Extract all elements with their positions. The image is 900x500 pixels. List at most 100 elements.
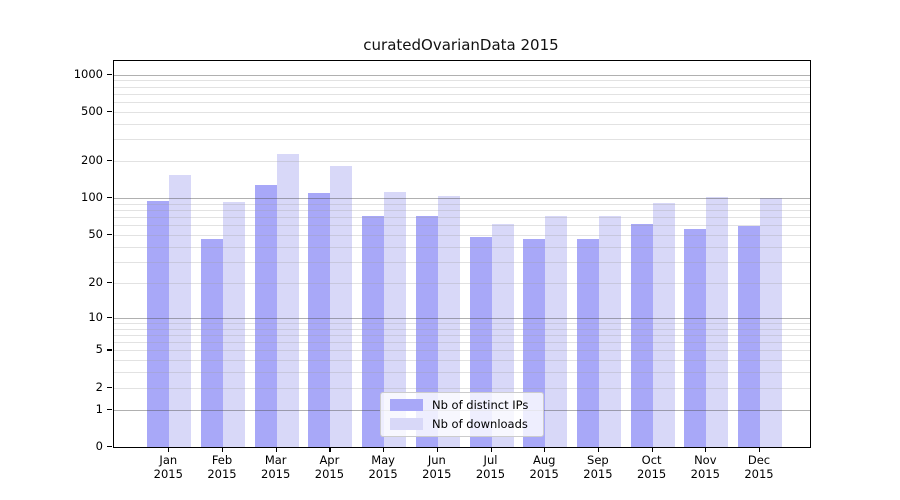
legend-swatch-downloads-icon (390, 418, 423, 430)
x-tick-year: 2015 (529, 466, 559, 481)
x-tick-month: Dec (747, 453, 771, 467)
x-tick-sep (597, 447, 600, 452)
chart-title: curatedOvarianData 2015 (363, 36, 559, 54)
y-tick-1000 (107, 73, 112, 75)
y-tick-20 (107, 281, 112, 284)
x-tick-year: 2015 (583, 466, 613, 481)
bar-jun-downloads (437, 195, 460, 447)
legend-label-distinct-ips: Nb of distinct IPs (432, 398, 529, 412)
y-tick-50 (107, 234, 112, 236)
bars-layer (114, 61, 810, 447)
legend-swatch-distinct-ips-icon (390, 399, 423, 411)
legend-item-distinct-ips: Nb of distinct IPs (390, 399, 534, 411)
y-tick-label-1: 1 (95, 401, 103, 416)
bar-dec-downloads (760, 198, 782, 447)
x-tick-jun (436, 447, 438, 452)
bar-apr-downloads (330, 166, 353, 447)
y-tick-0 (107, 446, 112, 448)
bar-jan-downloads (169, 174, 192, 447)
x-tick-year: 2015 (314, 466, 345, 481)
bar-nov-distinct-ips (684, 229, 707, 447)
x-tick-label-aug: Aug 2015 (517, 453, 571, 481)
y-tick-1 (107, 408, 112, 410)
plot-area (113, 60, 811, 448)
x-tick-feb (222, 447, 224, 452)
y-tick-200 (107, 160, 112, 162)
x-tick-label-nov: Nov 2015 (678, 453, 732, 481)
x-tick-month: Aug (532, 453, 556, 467)
y-tick-label-1000: 1000 (73, 66, 103, 81)
bar-jan-distinct-ips (147, 200, 170, 447)
bar-jul-downloads (491, 223, 514, 447)
bar-feb-distinct-ips (201, 239, 223, 447)
bar-oct-distinct-ips (630, 223, 653, 447)
x-tick-label-jun: Jun 2015 (410, 453, 464, 481)
y-tick-5 (107, 349, 112, 351)
x-tick-year: 2015 (368, 466, 398, 481)
x-tick-month: May (371, 453, 395, 467)
bar-nov-downloads (706, 197, 729, 447)
x-tick-month: Jul (483, 453, 498, 467)
x-tick-year: 2015 (422, 466, 452, 481)
x-tick-jul (490, 447, 492, 452)
x-tick-label-oct: Oct 2015 (625, 453, 679, 481)
x-tick-label-may: May 2015 (356, 453, 410, 481)
x-tick-month: Oct (641, 453, 662, 467)
y-tick-label-5: 5 (95, 342, 103, 357)
x-tick-year: 2015 (744, 466, 774, 481)
bar-may-distinct-ips (362, 215, 385, 447)
x-tick-label-dec: Dec 2015 (732, 453, 786, 481)
x-tick-label-apr: Apr 2015 (302, 453, 356, 481)
x-tick-oct (651, 447, 653, 452)
x-tick-jan (168, 447, 170, 452)
x-tick-may (383, 447, 385, 452)
legend: Nb of distinct IPs Nb of downloads (380, 392, 544, 437)
x-tick-year: 2015 (261, 466, 291, 481)
y-tick-label-200: 200 (81, 153, 103, 168)
x-tick-nov (705, 447, 707, 452)
x-tick-dec (759, 447, 761, 452)
bar-aug-downloads (545, 216, 568, 447)
x-tick-month: Mar (264, 453, 287, 467)
y-tick-label-10: 10 (88, 309, 103, 324)
bar-may-downloads (384, 191, 407, 447)
bar-mar-downloads (276, 154, 299, 447)
y-tick-label-2: 2 (95, 379, 103, 394)
bar-apr-distinct-ips (308, 192, 331, 447)
y-tick-label-50: 50 (88, 227, 103, 241)
bar-sep-distinct-ips (576, 239, 599, 447)
x-tick-label-jul: Jul 2015 (464, 453, 518, 481)
y-tick-100 (107, 197, 112, 199)
x-tick-year: 2015 (475, 466, 506, 481)
x-tick-label-mar: Mar 2015 (249, 453, 303, 481)
x-tick-label-sep: Sep 2015 (571, 453, 625, 481)
bar-sep-downloads (598, 215, 621, 447)
x-tick-aug (544, 447, 546, 452)
x-tick-year: 2015 (207, 466, 237, 481)
x-tick-month: Nov (694, 453, 717, 467)
x-tick-year: 2015 (636, 466, 667, 481)
x-tick-mar (275, 447, 277, 452)
y-tick-label-100: 100 (81, 190, 103, 205)
bar-jun-distinct-ips (415, 215, 438, 447)
x-tick-month: Apr (319, 453, 340, 467)
x-tick-month: Feb (211, 453, 233, 467)
bar-mar-distinct-ips (254, 184, 277, 447)
x-tick-year: 2015 (690, 466, 720, 481)
y-tick-label-500: 500 (81, 103, 103, 118)
y-tick-500 (107, 110, 112, 112)
y-tick-label-20: 20 (88, 274, 103, 289)
y-tick-2 (107, 386, 112, 388)
x-tick-month: Jan (159, 453, 178, 467)
y-tick-label-0: 0 (95, 439, 103, 453)
y-tick-10 (107, 316, 112, 318)
x-tick-apr (329, 447, 331, 452)
bar-feb-downloads (223, 202, 245, 447)
x-tick-label-jan: Jan 2015 (141, 453, 195, 481)
x-tick-label-feb: Feb 2015 (195, 453, 249, 481)
legend-label-downloads: Nb of downloads (432, 417, 528, 431)
x-tick-month: Jun (427, 453, 446, 467)
x-tick-month: Sep (587, 453, 609, 467)
x-tick-year: 2015 (153, 466, 183, 481)
